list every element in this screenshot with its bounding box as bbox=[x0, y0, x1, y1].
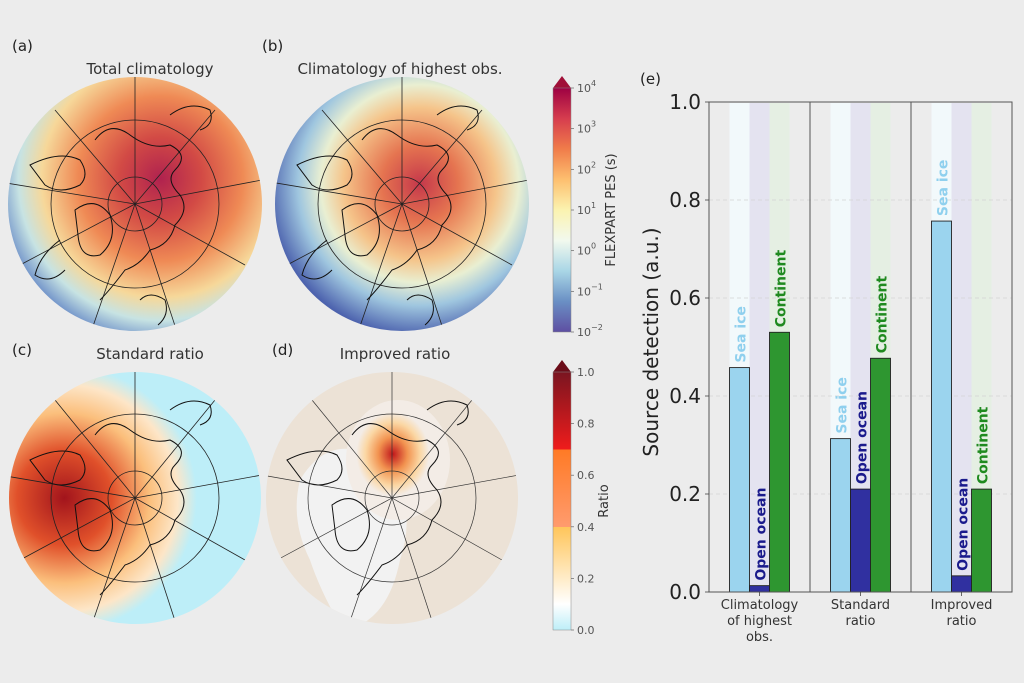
grid-lines bbox=[709, 199, 1012, 495]
bar-label: Sea ice bbox=[936, 160, 952, 217]
y-tick-label: 1.0 bbox=[669, 90, 701, 114]
ratio-tick-label: 0.8 bbox=[577, 418, 595, 431]
ratio-tick-label: 1.0 bbox=[577, 366, 595, 379]
x-tick-label: obs. bbox=[746, 630, 773, 645]
ratio-tick-label: 0.2 bbox=[577, 572, 595, 585]
panel-d-title: Improved ratio bbox=[339, 345, 451, 363]
bar-label: Open ocean bbox=[956, 478, 972, 571]
ratio-tick-label: 0.6 bbox=[577, 469, 595, 482]
panel-c-letter: (c) bbox=[12, 341, 32, 359]
bar-label: Open ocean bbox=[855, 391, 871, 484]
map-c-standard-ratio bbox=[9, 372, 261, 624]
map-a-coastlines bbox=[29, 105, 212, 326]
maps-svg bbox=[8, 77, 529, 624]
map-d-coastlines bbox=[286, 400, 469, 596]
ratio-tick-label: 0.4 bbox=[577, 521, 595, 534]
background-stripe bbox=[850, 103, 871, 592]
bar-continent bbox=[971, 488, 992, 593]
panel-b-title: Climatology of highest obs. bbox=[297, 60, 503, 78]
pes-tick-label: 102 bbox=[577, 160, 596, 176]
map-b-graticule bbox=[275, 77, 529, 331]
bar-open-ocean bbox=[951, 575, 972, 593]
pes-tick-label: 104 bbox=[577, 79, 596, 95]
bar-label: Continent bbox=[774, 250, 790, 328]
y-tick-labels: 0.0 0.2 0.4 0.6 0.8 1.0 bbox=[669, 90, 709, 604]
x-tick-label: Standard bbox=[831, 598, 890, 613]
y-tick-label: 0.0 bbox=[669, 580, 701, 604]
y-axis-label: Source detection (a.u.) bbox=[639, 227, 663, 456]
panel-c-title: Standard ratio bbox=[96, 345, 204, 363]
panel-a-title: Total climatology bbox=[86, 60, 214, 78]
background-stripe bbox=[749, 103, 770, 592]
map-c-coastlines bbox=[29, 400, 212, 596]
map-b-highest-obs-climatology bbox=[275, 77, 529, 331]
pes-colorbar-label: FLEXPART PES (s) bbox=[604, 153, 619, 266]
bar-sea-ice bbox=[830, 438, 851, 593]
map-c-graticule bbox=[9, 372, 261, 624]
map-d-improved-ratio bbox=[266, 372, 518, 624]
x-tick-label: ratio bbox=[846, 614, 876, 629]
pes-tick-label: 10−1 bbox=[577, 282, 603, 298]
pes-tick-label: 10−2 bbox=[577, 323, 603, 339]
background-stripe bbox=[971, 103, 992, 592]
x-tick-label: of highest bbox=[727, 614, 792, 629]
colorbars-svg: 104 103 102 101 100 10−1 10−2 FLEXPART PES (s)… bbox=[552, 76, 619, 637]
pes-extend-arrow bbox=[553, 76, 571, 88]
pes-tick-label: 101 bbox=[577, 201, 596, 217]
panel-d-letter: (d) bbox=[272, 341, 294, 359]
x-tick-label: ratio bbox=[947, 614, 977, 629]
x-tick-label: Climatology bbox=[721, 598, 799, 613]
map-b-coastlines bbox=[296, 105, 479, 326]
map-a-total-climatology bbox=[8, 77, 262, 331]
bar-open-ocean bbox=[850, 488, 871, 593]
background-stripe bbox=[951, 103, 972, 592]
ratio-colorbar: 1.0 0.8 0.6 0.4 0.2 0.0 Ratio bbox=[552, 360, 612, 637]
pes-tick-label: 103 bbox=[577, 120, 596, 136]
y-tick-label: 0.2 bbox=[669, 482, 701, 506]
panel-e-letter: (e) bbox=[640, 70, 661, 88]
bar-sea-ice bbox=[931, 220, 952, 593]
pes-tick-label: 100 bbox=[577, 242, 596, 258]
bar-open-ocean bbox=[749, 585, 770, 593]
panel-b-letter: (b) bbox=[262, 37, 284, 55]
ratio-tick-label: 0.0 bbox=[577, 624, 595, 637]
bar-label: Sea ice bbox=[734, 306, 750, 363]
bar-label: Continent bbox=[976, 406, 992, 484]
pes-colorbar-bar bbox=[552, 87, 572, 333]
ratio-colorbar-label: Ratio bbox=[597, 484, 612, 517]
y-tick-label: 0.8 bbox=[669, 188, 701, 212]
ratio-extend-arrow bbox=[553, 360, 571, 372]
pes-colorbar: 104 103 102 101 100 10−1 10−2 FLEXPART PES (s) bbox=[552, 76, 619, 339]
bar-continent bbox=[769, 331, 790, 593]
bar-label: Continent bbox=[875, 275, 891, 353]
map-d-graticule bbox=[266, 372, 518, 624]
ratio-colorbar-bar bbox=[552, 371, 572, 631]
panel-a-letter: (a) bbox=[12, 37, 33, 55]
y-tick-label: 0.6 bbox=[669, 286, 701, 310]
bar-label: Sea ice bbox=[835, 377, 851, 434]
bar-continent bbox=[870, 357, 891, 593]
y-tick-label: 0.4 bbox=[669, 384, 701, 408]
x-tick-label: Improved bbox=[931, 598, 993, 613]
bar-label: Open ocean bbox=[754, 488, 770, 581]
bar-sea-ice bbox=[729, 367, 750, 593]
